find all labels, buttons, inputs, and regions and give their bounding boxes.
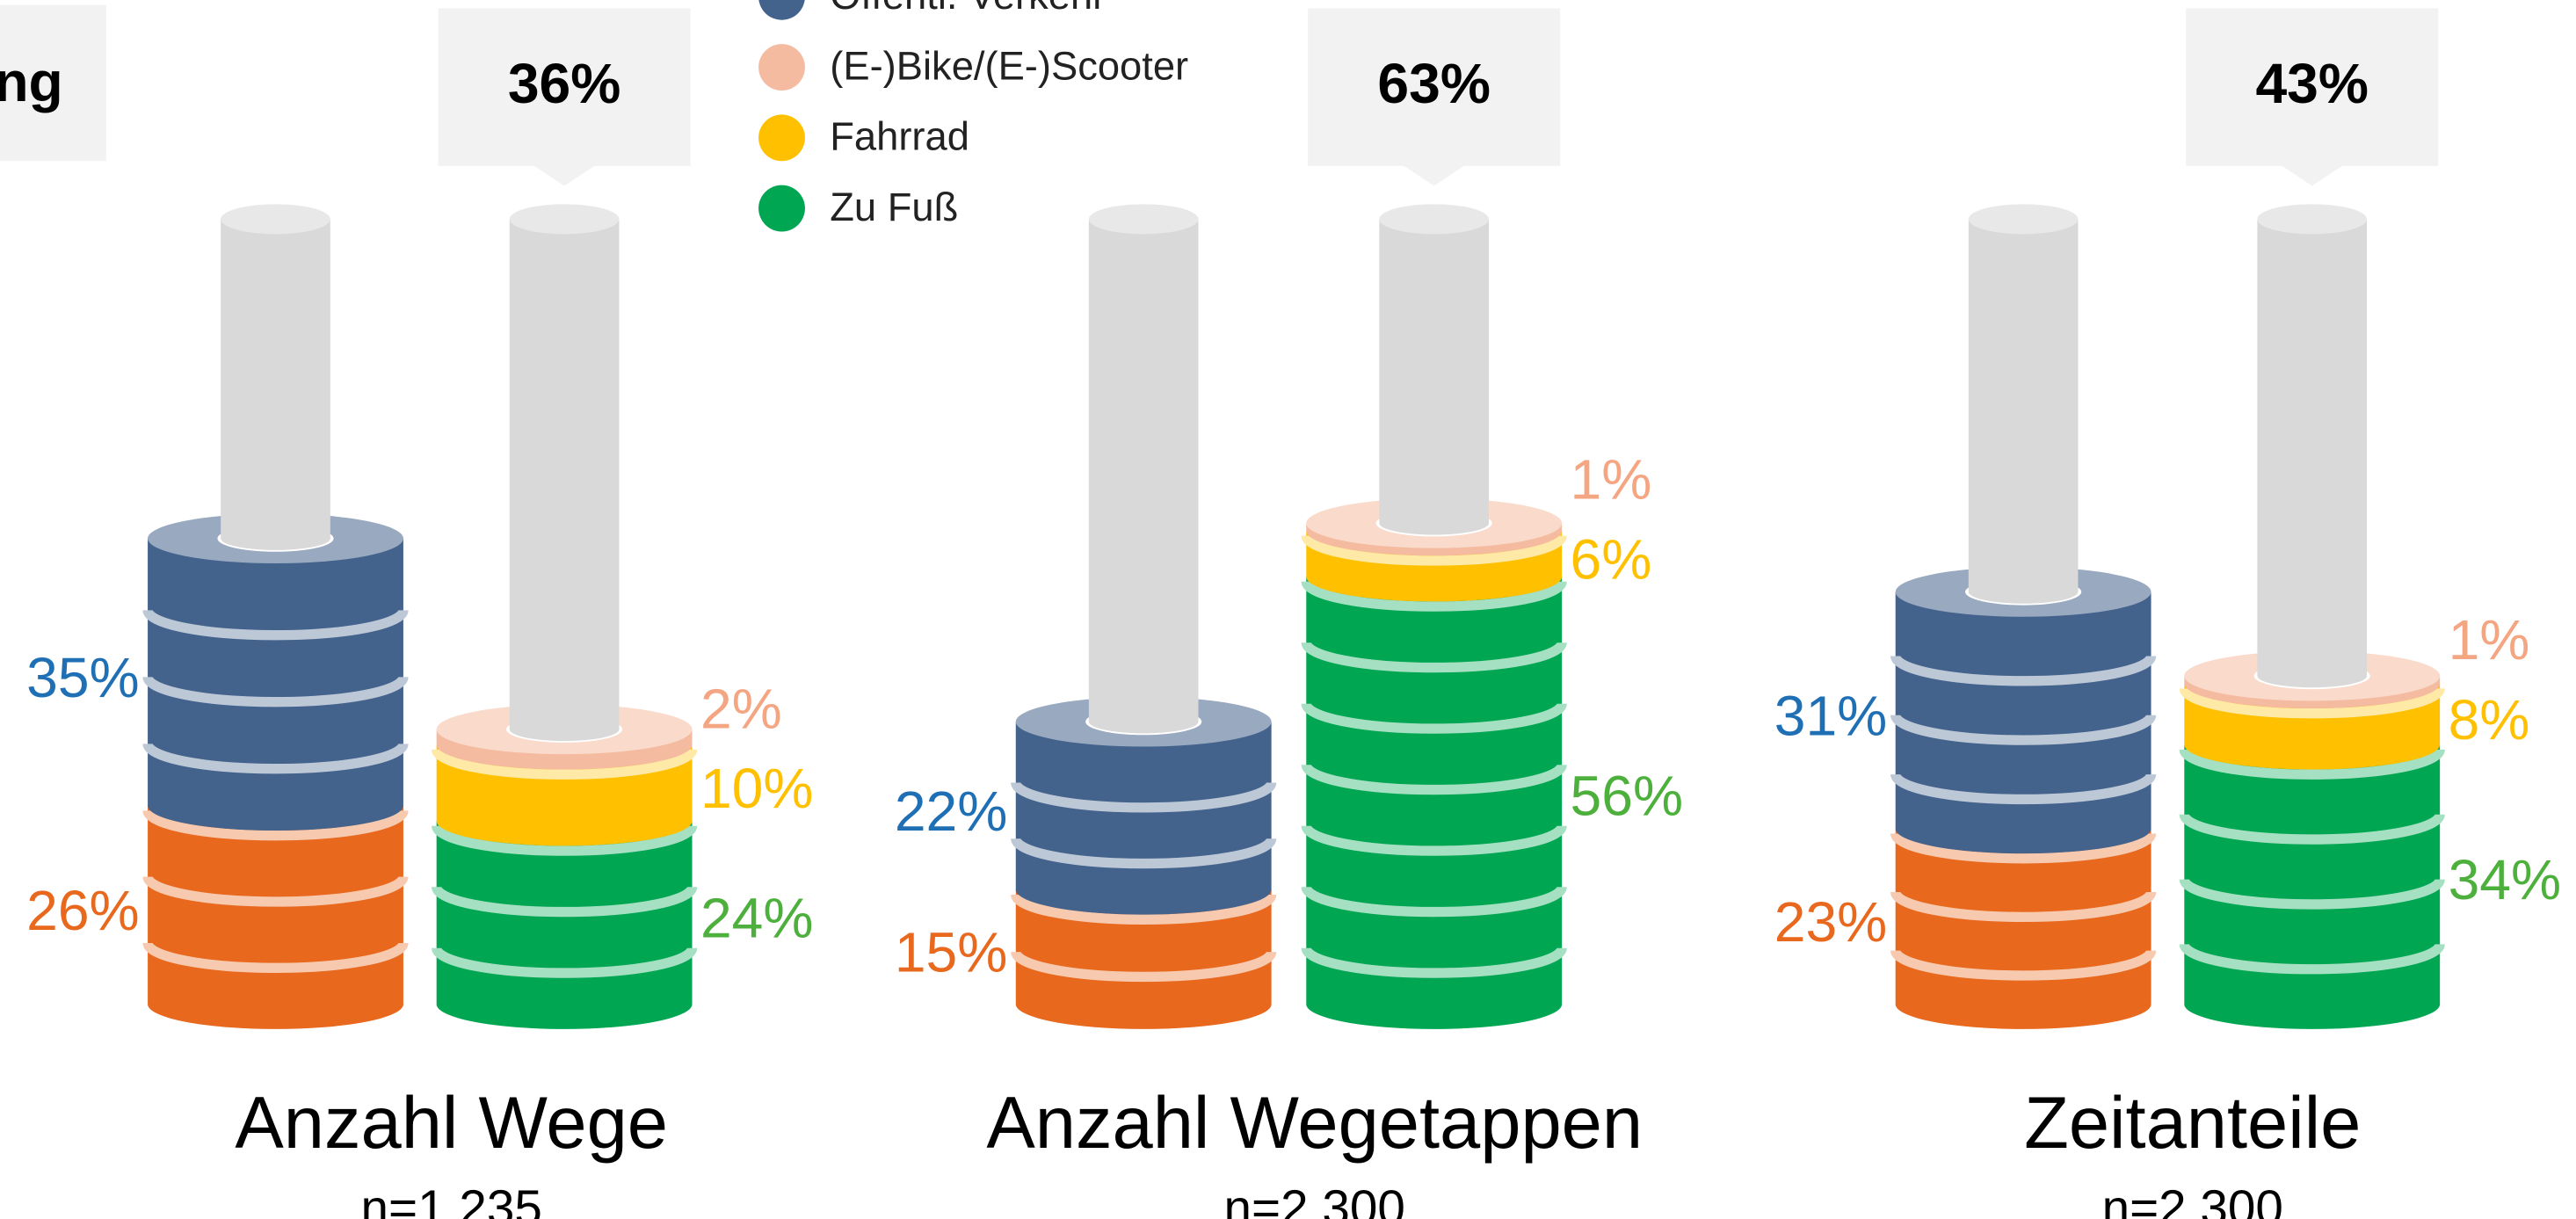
value-label: 34% (2449, 848, 2562, 911)
legend-label: Fahrrad (830, 114, 969, 159)
pole-foot (221, 526, 330, 549)
value-label: 31% (1774, 684, 1888, 747)
panel-title: Anzahl Wegetappen (986, 1082, 1643, 1164)
pole-top (221, 204, 330, 234)
legend-swatch (758, 114, 805, 161)
panel-title: Anzahl Wege (235, 1082, 668, 1164)
value-label: 15% (895, 921, 1008, 984)
pole-foot (1089, 710, 1199, 733)
value-label: 10% (700, 757, 814, 820)
pole-top (2257, 204, 2367, 234)
value-label: 26% (26, 879, 140, 942)
value-label: 35% (26, 646, 140, 709)
pole-top (1089, 204, 1199, 234)
value-label: 56% (1571, 765, 1684, 828)
value-label: 2% (700, 677, 782, 740)
value-label: 6% (1571, 527, 1652, 591)
pole (1379, 219, 1489, 523)
panel-subtitle: n=2.300 (1224, 1181, 1405, 1219)
legend-swatch (758, 44, 805, 91)
pole-foot (1379, 512, 1489, 534)
legend-swatch (758, 185, 805, 232)
stack-segment (1016, 722, 1272, 914)
pole (221, 219, 330, 538)
total-label: 36% (508, 52, 621, 115)
stack-segment (1896, 591, 2152, 853)
legend-swatch (758, 0, 805, 20)
panel-title: Zeitanteile (2024, 1082, 2361, 1164)
pole-top (1969, 204, 2079, 234)
legend-label: Zu Fuß (830, 185, 958, 229)
pole-foot (2257, 664, 2367, 687)
pole (1969, 219, 2079, 591)
panel-subtitle: n=1.235 (361, 1181, 542, 1219)
value-label: 24% (700, 887, 814, 950)
legend-label: (E-)Bike/(E-)Scooter (830, 43, 1188, 88)
total-label: 43% (2255, 52, 2369, 115)
value-label: 8% (2449, 688, 2530, 751)
pole-foot (1969, 580, 2079, 603)
stack-segment (2184, 744, 2440, 1029)
stack-segment (148, 539, 403, 831)
value-label: 1% (2449, 608, 2530, 671)
pole (1089, 219, 1199, 722)
pole-foot (510, 718, 620, 741)
value-label: 1% (1571, 448, 1652, 512)
page: ng Öffentl. Verkehr (E-)Bike/(E-)Scooter F… (0, 0, 2576, 1219)
infographic: ng Öffentl. Verkehr (E-)Bike/(E-)Scooter F… (0, 0, 2576, 1219)
total-label: 63% (1377, 52, 1491, 115)
pole (510, 219, 620, 729)
pole (2257, 219, 2367, 676)
pole-top (1379, 204, 1489, 234)
value-label: 23% (1774, 890, 1888, 954)
legend-label: Öffentl. Verkehr (830, 0, 1106, 18)
value-label: 22% (895, 780, 1008, 843)
panel-subtitle: n=2.300 (2102, 1181, 2283, 1219)
corner-label: ng (0, 50, 63, 113)
pole-top (510, 204, 620, 234)
